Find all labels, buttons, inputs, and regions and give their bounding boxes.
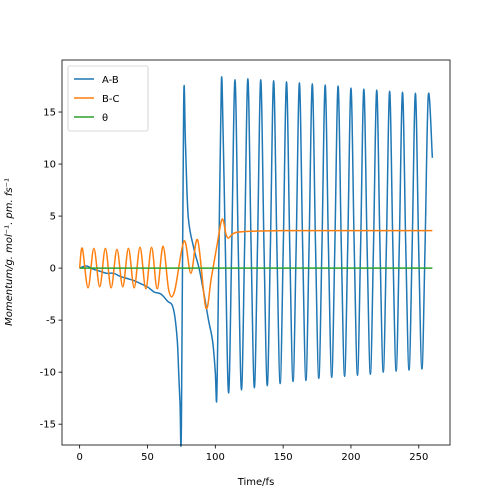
x-tick-label: 200 <box>341 452 360 463</box>
x-axis-label: Time/fs <box>237 477 275 488</box>
legend-box <box>67 65 149 132</box>
y-axis-label: Momentum/g. mol⁻¹. pm. fs⁻¹ <box>4 178 15 326</box>
legend-label: θ <box>102 113 108 124</box>
y-tick-label: 10 <box>43 160 56 171</box>
x-tick-label: 0 <box>76 452 82 463</box>
y-tick-label: 5 <box>50 212 56 223</box>
y-tick-label: 15 <box>43 108 56 119</box>
y-tick-label: -5 <box>46 316 56 327</box>
series-line <box>78 218 433 310</box>
x-tick-label: 150 <box>274 452 293 463</box>
y-tick-label: -15 <box>40 420 56 431</box>
x-tick-label: 250 <box>409 452 428 463</box>
series-line <box>79 76 434 447</box>
x-tick-label: 50 <box>141 452 154 463</box>
axes-frame <box>61 59 451 446</box>
x-tick-label: 100 <box>206 452 225 463</box>
y-tick-label: -10 <box>40 368 56 379</box>
y-tick-label: 0 <box>50 264 56 275</box>
legend-label: A-B <box>102 75 119 86</box>
legend-label: B-C <box>102 94 119 105</box>
